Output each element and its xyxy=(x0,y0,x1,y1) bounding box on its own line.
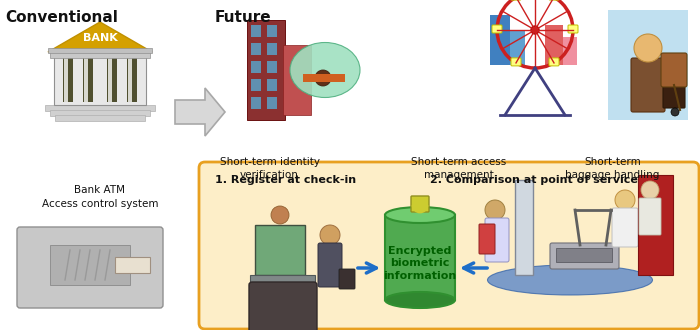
FancyBboxPatch shape xyxy=(50,110,150,116)
Circle shape xyxy=(271,206,289,224)
Circle shape xyxy=(641,181,659,199)
FancyBboxPatch shape xyxy=(283,45,311,115)
Polygon shape xyxy=(175,88,225,136)
FancyBboxPatch shape xyxy=(199,162,699,329)
FancyBboxPatch shape xyxy=(63,58,73,102)
FancyBboxPatch shape xyxy=(127,58,137,102)
FancyBboxPatch shape xyxy=(339,269,355,289)
FancyBboxPatch shape xyxy=(485,218,509,262)
Polygon shape xyxy=(303,74,345,82)
FancyBboxPatch shape xyxy=(490,15,510,65)
Text: 1. Register at check-in: 1. Register at check-in xyxy=(215,175,356,185)
FancyBboxPatch shape xyxy=(661,53,687,87)
Circle shape xyxy=(485,200,505,220)
Circle shape xyxy=(615,190,635,210)
FancyBboxPatch shape xyxy=(255,225,305,275)
Text: Short-term access
management: Short-term access management xyxy=(411,157,506,180)
FancyBboxPatch shape xyxy=(54,55,146,105)
Circle shape xyxy=(634,34,662,62)
FancyBboxPatch shape xyxy=(247,20,285,120)
FancyBboxPatch shape xyxy=(249,282,317,330)
FancyBboxPatch shape xyxy=(608,10,688,120)
Circle shape xyxy=(320,225,340,245)
FancyBboxPatch shape xyxy=(251,97,261,109)
Text: 2. Comparison at point of service: 2. Comparison at point of service xyxy=(430,175,638,185)
Ellipse shape xyxy=(385,292,455,308)
FancyBboxPatch shape xyxy=(511,58,521,66)
Polygon shape xyxy=(48,22,152,52)
Circle shape xyxy=(531,26,539,34)
FancyBboxPatch shape xyxy=(115,257,150,273)
FancyBboxPatch shape xyxy=(83,58,93,102)
FancyBboxPatch shape xyxy=(492,25,502,33)
FancyBboxPatch shape xyxy=(251,25,261,37)
FancyBboxPatch shape xyxy=(251,61,261,73)
FancyBboxPatch shape xyxy=(251,43,261,55)
FancyBboxPatch shape xyxy=(64,58,68,102)
Text: Bank ATM
Access control system: Bank ATM Access control system xyxy=(42,185,158,209)
Text: Short-term
baggage handling: Short-term baggage handling xyxy=(566,157,659,180)
Text: BANK: BANK xyxy=(83,33,118,43)
Text: Encrypted
biometric
information: Encrypted biometric information xyxy=(384,246,456,281)
FancyBboxPatch shape xyxy=(267,79,277,91)
FancyBboxPatch shape xyxy=(510,30,525,65)
Circle shape xyxy=(671,108,679,116)
FancyBboxPatch shape xyxy=(318,243,342,287)
FancyBboxPatch shape xyxy=(545,25,563,65)
FancyBboxPatch shape xyxy=(267,25,277,37)
FancyBboxPatch shape xyxy=(556,248,612,262)
Text: Short-term identity
verification: Short-term identity verification xyxy=(220,157,319,180)
FancyBboxPatch shape xyxy=(84,58,88,102)
FancyBboxPatch shape xyxy=(568,25,578,33)
FancyBboxPatch shape xyxy=(251,79,261,91)
FancyBboxPatch shape xyxy=(128,58,132,102)
FancyBboxPatch shape xyxy=(50,245,130,285)
FancyBboxPatch shape xyxy=(17,227,163,308)
FancyBboxPatch shape xyxy=(550,243,619,269)
FancyBboxPatch shape xyxy=(549,58,559,66)
FancyBboxPatch shape xyxy=(267,61,277,73)
FancyBboxPatch shape xyxy=(45,105,155,111)
Text: Conventional: Conventional xyxy=(5,10,118,25)
FancyBboxPatch shape xyxy=(385,215,455,300)
Circle shape xyxy=(315,70,331,86)
FancyBboxPatch shape xyxy=(479,224,495,254)
FancyBboxPatch shape xyxy=(250,275,315,285)
FancyBboxPatch shape xyxy=(515,180,533,275)
FancyBboxPatch shape xyxy=(55,115,145,121)
Text: Future: Future xyxy=(215,10,272,25)
FancyBboxPatch shape xyxy=(267,97,277,109)
FancyBboxPatch shape xyxy=(48,48,152,53)
Ellipse shape xyxy=(487,265,652,295)
FancyBboxPatch shape xyxy=(631,58,665,112)
FancyBboxPatch shape xyxy=(267,43,277,55)
FancyBboxPatch shape xyxy=(107,58,117,102)
FancyBboxPatch shape xyxy=(638,175,673,275)
FancyBboxPatch shape xyxy=(411,196,429,212)
FancyBboxPatch shape xyxy=(612,208,638,247)
FancyBboxPatch shape xyxy=(563,37,577,65)
FancyBboxPatch shape xyxy=(50,52,150,58)
Ellipse shape xyxy=(290,43,360,97)
FancyBboxPatch shape xyxy=(663,84,685,108)
FancyBboxPatch shape xyxy=(108,58,112,102)
Ellipse shape xyxy=(385,207,455,223)
FancyBboxPatch shape xyxy=(639,198,661,235)
